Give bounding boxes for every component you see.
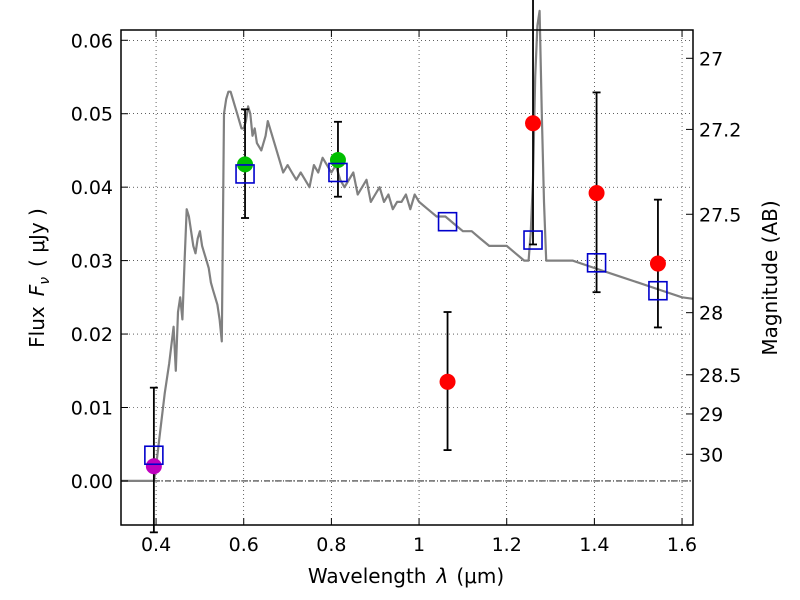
y-tick-label: 0.03 <box>71 251 113 273</box>
y-tick-label: 0.04 <box>71 177 113 199</box>
observed-point <box>588 185 605 202</box>
x-axis-label: Wavelength λ (μm) <box>308 564 504 588</box>
model-point <box>586 253 607 273</box>
x-tick-label: 0.6 <box>229 534 259 556</box>
plot-frame <box>120 29 694 526</box>
y-tick-label: 0.06 <box>71 30 113 52</box>
model-points <box>144 162 668 466</box>
magnitude-axis-label: Magnitude (AB) <box>758 200 782 355</box>
x-tick-label: 0.8 <box>316 534 346 556</box>
y-tick-label: 0.05 <box>71 104 113 126</box>
model-point <box>523 230 543 250</box>
x-tick-label: 1.2 <box>492 534 522 556</box>
ticks <box>121 30 693 525</box>
observed-point <box>329 151 346 168</box>
sed-model-series <box>121 9 694 482</box>
sed-model-line <box>121 9 694 482</box>
y-tick-label: 0.02 <box>71 324 113 346</box>
grid <box>121 30 693 525</box>
magnitude-tick-label: 30 <box>699 444 723 466</box>
observed-point <box>649 255 666 272</box>
model-point <box>328 162 348 183</box>
magnitude-tick-label: 27.5 <box>699 204 741 226</box>
x-tick-label: 1.4 <box>579 534 609 556</box>
error-bars <box>149 0 662 534</box>
model-point <box>437 211 458 232</box>
observed-point <box>525 115 542 132</box>
magnitude-tick-label: 29 <box>699 404 723 426</box>
model-point <box>648 280 668 301</box>
model-point <box>144 445 164 466</box>
x-tick-labels: 0.4 0.6 0.8 1 1.2 1.4 1.6 <box>141 534 697 556</box>
y-tick-label: 0.01 <box>71 397 113 419</box>
y-axis-label: FluxFν( μJy ) <box>25 208 53 348</box>
observed-point <box>439 373 456 390</box>
y-tick-label: 0.00 <box>71 471 113 493</box>
model-point <box>235 164 255 184</box>
magnitude-tick-label: 28.5 <box>699 365 741 387</box>
magnitude-tick-label: 28 <box>699 303 723 325</box>
observed-point <box>145 458 162 475</box>
magnitude-tick-labels: 27 27.2 27.5 28 28.5 29 30 <box>699 48 741 466</box>
magnitude-tick-label: 27.2 <box>699 119 741 141</box>
y-tick-labels: 0.00 0.01 0.02 0.03 0.04 0.05 0.06 <box>71 30 113 493</box>
x-tick-label: 1 <box>413 534 425 556</box>
magnitude-tick-label: 27 <box>699 48 723 70</box>
x-tick-label: 0.4 <box>141 534 171 556</box>
x-tick-label: 1.6 <box>667 534 697 556</box>
